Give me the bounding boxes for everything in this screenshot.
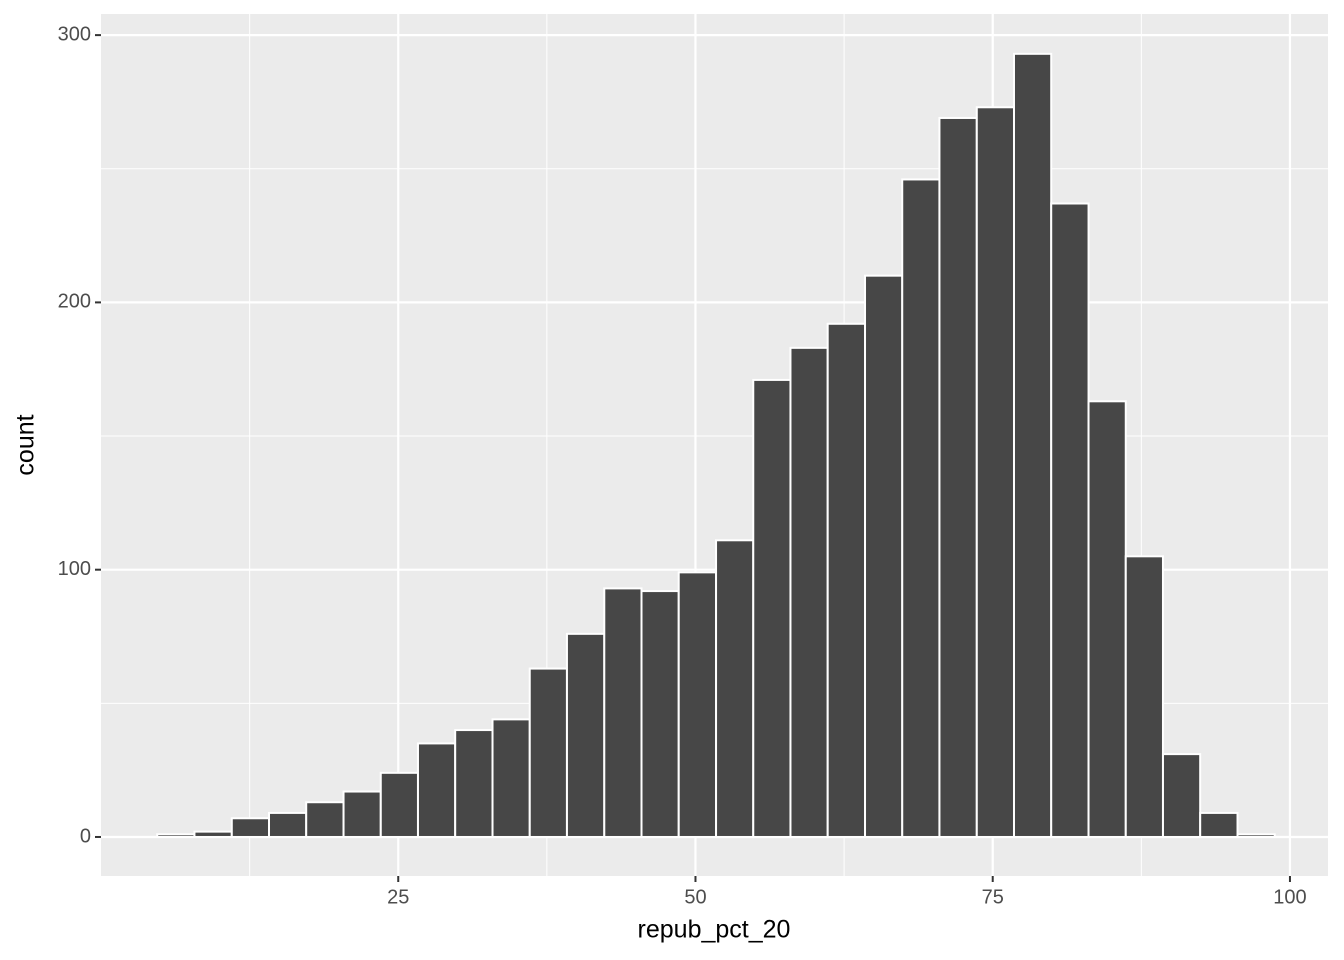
x-tick-label: 100	[1273, 886, 1306, 908]
y-tick-label: 0	[80, 825, 91, 847]
y-tick-label: 300	[58, 23, 91, 45]
bar	[1124, 555, 1164, 838]
x-tick-label: 25	[387, 886, 409, 908]
bar	[565, 632, 606, 838]
x-axis-title: repub_pct_20	[638, 916, 791, 944]
bar	[305, 801, 345, 838]
bar	[491, 718, 531, 838]
bar	[901, 178, 941, 838]
bar	[1161, 753, 1202, 838]
bar	[1012, 52, 1053, 838]
bar	[640, 590, 680, 838]
x-tick-label: 50	[684, 886, 706, 908]
bar	[379, 771, 419, 838]
bar	[156, 833, 196, 838]
bar	[789, 346, 829, 838]
bar	[938, 116, 978, 838]
bar	[267, 811, 308, 838]
bar	[1087, 400, 1127, 838]
bar	[1050, 202, 1090, 838]
bar	[715, 539, 755, 838]
y-tick-label: 200	[58, 291, 91, 313]
bar	[230, 817, 270, 838]
bar	[677, 571, 718, 838]
bar	[342, 790, 382, 838]
bar	[193, 830, 233, 838]
bar	[975, 106, 1015, 838]
bar	[603, 587, 643, 838]
bar	[1199, 811, 1239, 838]
bar	[454, 729, 494, 838]
y-axis-title: count	[12, 414, 40, 475]
x-tick-label: 75	[982, 886, 1004, 908]
bar	[826, 322, 867, 838]
bar	[864, 274, 904, 838]
y-tick-label: 100	[58, 558, 91, 580]
bar	[528, 667, 568, 838]
bar	[416, 742, 457, 838]
bar	[752, 378, 792, 838]
bar	[1236, 833, 1276, 838]
